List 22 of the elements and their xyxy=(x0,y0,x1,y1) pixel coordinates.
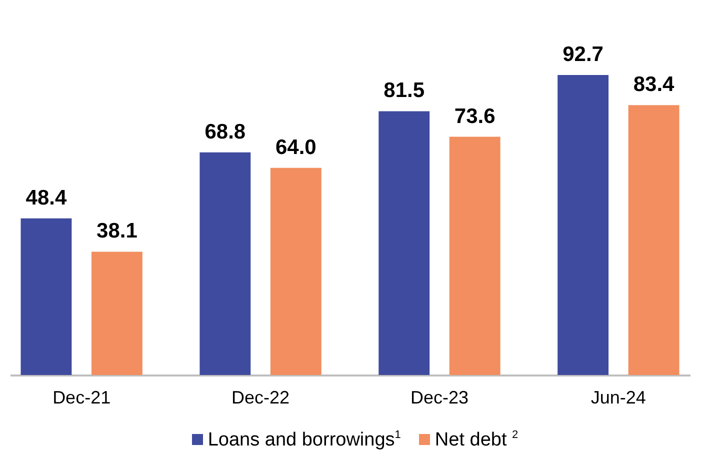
bar xyxy=(91,252,142,375)
bar xyxy=(200,152,251,375)
x-tick-label: Jun-24 xyxy=(590,388,646,408)
bar xyxy=(558,75,609,375)
data-label: 92.7 xyxy=(562,43,604,66)
data-label: 81.5 xyxy=(384,79,425,102)
data-label: 64.0 xyxy=(275,136,316,159)
data-label: 83.4 xyxy=(633,73,675,96)
legend-label: Loans and borrowings$^{1}$ xyxy=(206,429,401,452)
bar xyxy=(270,168,322,375)
bar xyxy=(20,218,72,375)
bar xyxy=(378,111,430,375)
x-tick-label: Dec-23 xyxy=(410,388,468,408)
bar xyxy=(628,105,680,375)
data-label: 73.6 xyxy=(454,104,496,128)
x-tick-label: Dec-21 xyxy=(52,388,111,408)
bar xyxy=(449,136,500,375)
x-tick-label: Dec-22 xyxy=(232,388,290,408)
data-label: 38.1 xyxy=(96,220,138,243)
legend-label: Net debt $^{2}$ xyxy=(434,429,518,452)
data-label: 48.4 xyxy=(26,186,67,210)
data-label: 68.8 xyxy=(204,120,246,144)
